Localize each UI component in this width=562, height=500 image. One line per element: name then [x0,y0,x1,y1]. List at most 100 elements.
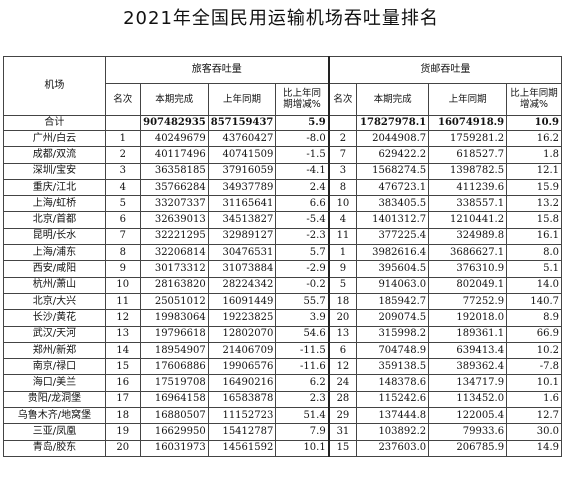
passenger-last-year: 40741509 [207,146,277,164]
passenger-rank: 9 [104,260,141,278]
airport-name: 杭州/萧山 [3,276,106,294]
cargo-rank: 2 [327,129,358,148]
airport-name: 青岛/胶东 [3,439,106,457]
passenger-last-year: 34937789 [207,178,277,197]
cargo-current: 1568274.5 [356,162,430,180]
passenger-current: 32639013 [139,211,209,229]
cargo-change: 8.9 [506,309,562,327]
passenger-current: 18954907 [139,341,209,360]
table-row: 重庆/江北 4 35766284 34937789 2.4 8 476723.1 411239… [3,178,562,197]
passenger-last-year: 16490216 [207,374,277,392]
cargo-last-year: 1759281.2 [428,129,508,148]
passenger-rank: 20 [104,439,141,457]
cargo-change: 5.1 [506,260,562,278]
table-row: 上海/浦东 8 32206814 30476531 5.7 1 3982616.4 36866… [3,244,562,262]
cargo-rank: 7 [327,146,358,164]
passenger-rank: 3 [104,162,141,180]
cargo-rank: 24 [327,374,358,392]
cargo-last-year: 3686627.1 [428,244,508,262]
cargo-last-year: 122005.4 [428,407,508,425]
cargo-current: 476723.1 [356,178,430,197]
airport-name: 贵阳/龙洞堡 [3,390,106,409]
cargo-last-year: 79933.6 [428,423,508,441]
cargo-change: 15.8 [506,211,562,229]
passenger-rank: 6 [104,211,141,229]
cargo-current: 315998.2 [356,325,430,343]
passenger-change: 2.3 [275,390,330,409]
passenger-rank: 10 [104,276,141,294]
passenger-rank: 18 [104,407,141,425]
cargo-last-year: 639413.4 [428,341,508,360]
total-label: 合计 [3,115,106,131]
cargo-header: 货邮吞吐量 [327,56,562,84]
cargo-change: -7.8 [506,358,562,376]
cargo-current: 148378.6 [356,374,430,392]
cargo-current: 137444.8 [356,407,430,425]
airport-name: 昆明/长水 [3,227,106,246]
cargo-last-year: 324989.8 [428,227,508,246]
table-row: 广州/白云 1 40249679 43760427 -8.0 2 2044908.7 1759… [3,129,562,148]
cargo-current: 237603.0 [356,439,430,457]
cargo-rank: 28 [327,390,358,409]
total-cargo-rank [327,115,358,131]
cargo-current: 377225.4 [356,227,430,246]
passenger-last-year: 14561592 [207,439,277,457]
table-row: 青岛/胶东 20 16031973 14561592 10.1 15 237603.0 206… [3,439,562,457]
table-row: 郑州/新郑 14 18954907 21406709 -11.5 6 704748.9 639… [3,341,562,360]
passenger-change: 10.1 [275,439,330,457]
cargo-last-year-header: 上年同期 [428,83,508,116]
cargo-last-year: 618527.7 [428,146,508,164]
cargo-current-header: 本期完成 [356,83,430,116]
passenger-change: -2.3 [275,227,330,246]
passenger-last-year: 28224342 [207,276,277,294]
airport-name: 重庆/江北 [3,178,106,197]
airport-name: 北京/首都 [3,211,106,229]
passenger-last-year-header: 上年同期 [207,83,277,116]
total-row: 合计 907482935 857159437 5.9 17827978.1 16… [3,115,562,131]
table-row: 北京/大兴 11 25051012 16091449 55.7 18 185942.7 772… [3,292,562,311]
passenger-last-year: 21406709 [207,341,277,360]
cargo-change: 1.6 [506,390,562,409]
total-cargo-change: 10.9 [506,115,562,131]
passenger-rank: 5 [104,195,141,213]
table-row: 海口/美兰 16 17519708 16490216 6.2 24 148378.6 1347… [3,374,562,392]
passenger-current: 16880507 [139,407,209,425]
page-title: 2021年全国民用运输机场吞吐量排名 [123,8,439,29]
cargo-rank: 1 [327,244,358,262]
airport-name: 长沙/黄花 [3,309,106,327]
passenger-current: 35766284 [139,178,209,197]
cargo-current: 383405.5 [356,195,430,213]
cargo-rank: 29 [327,407,358,425]
cargo-last-year: 77252.9 [428,292,508,311]
passenger-last-year: 30476531 [207,244,277,262]
passenger-current: 25051012 [139,292,209,311]
passenger-current: 19983064 [139,309,209,327]
cargo-change: 1.8 [506,146,562,164]
cargo-last-year: 411239.6 [428,178,508,197]
cargo-change: 12.1 [506,162,562,180]
passenger-last-year: 19223825 [207,309,277,327]
table-row: 贵阳/龙洞堡 17 16964158 16583878 2.3 28 115242.6 113… [3,390,562,409]
passenger-last-year: 15412787 [207,423,277,441]
cargo-rank: 4 [327,211,358,229]
airport-name: 乌鲁木齐/地窝堡 [3,407,106,425]
passenger-current: 16629950 [139,423,209,441]
cargo-change-header: 比上年同期增减% [506,83,562,116]
total-passenger-rank [104,115,141,131]
cargo-change: 10.2 [506,341,562,360]
passenger-change: 3.9 [275,309,330,327]
cargo-rank: 6 [327,341,358,360]
table-row: 乌鲁木齐/地窝堡 18 16880507 11152723 51.4 29 137444.8… [3,407,562,425]
total-cargo-last-year: 16074918.9 [428,115,508,131]
passenger-last-year: 43760427 [207,129,277,148]
airport-name: 广州/白云 [3,129,106,148]
passenger-rank: 8 [104,244,141,262]
passenger-change: 2.4 [275,178,330,197]
cargo-last-year: 113452.0 [428,390,508,409]
table-row: 长沙/黄花 12 19983064 19223825 3.9 20 209074.5 1920… [3,309,562,327]
passenger-current: 32206814 [139,244,209,262]
passenger-change: 5.7 [275,244,330,262]
cargo-change: 13.2 [506,195,562,213]
table-row: 西安/咸阳 9 30173312 31073884 -2.9 9 395604.5 37631… [3,260,562,278]
passenger-change: 54.6 [275,325,330,343]
